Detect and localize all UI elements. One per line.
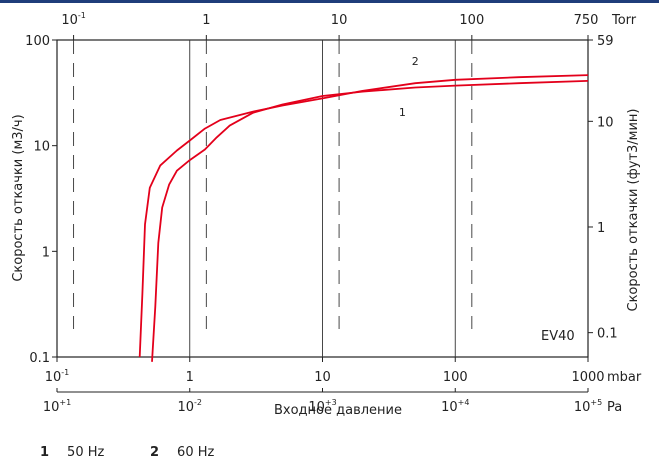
right-tick-label: 0.1 xyxy=(597,327,618,342)
mbar-tick-label: 10 xyxy=(314,370,331,385)
mbar-tick-label: 1 xyxy=(186,370,194,385)
right-tick-label: 59 xyxy=(597,34,614,49)
pa-tick-label: 10+3 xyxy=(308,398,336,415)
curves: 12 xyxy=(138,55,589,362)
axes: 10-1 1 10 100 750 Torr 10-1 1 10 100 1000 mbar 10+1 1… xyxy=(25,11,642,415)
series-line-1 xyxy=(151,80,589,362)
series-line-2 xyxy=(138,74,589,358)
pa-tick-label: 10+4 xyxy=(441,398,469,415)
pa-axis-unit: Pa xyxy=(607,400,622,415)
top-axis-unit: Torr xyxy=(611,13,637,28)
top-accent-bar xyxy=(0,0,659,3)
series-label-2: 2 xyxy=(412,55,419,68)
left-tick-label: 100 xyxy=(25,34,50,49)
pa-tick-label: 10+1 xyxy=(43,398,71,415)
top-tick-label: 750 xyxy=(574,13,599,28)
right-tick-label: 10 xyxy=(597,115,614,130)
mbar-tick-label: 100 xyxy=(443,370,468,385)
top-tick-label: 10-1 xyxy=(61,11,86,28)
mbar-axis-unit: mbar xyxy=(607,370,642,385)
y-axis-title-left: Скорость откачки (м3/ч) xyxy=(11,114,26,281)
pa-tick-label: 10+5 xyxy=(574,398,602,415)
left-tick-label: 1 xyxy=(42,245,50,260)
legend-item-1: 1 50 Hz xyxy=(40,445,104,460)
legend-number: 2 xyxy=(150,445,160,460)
top-tick-label: 100 xyxy=(459,13,484,28)
legend-item-2: 2 60 Hz xyxy=(150,445,214,460)
legend-text: 50 Hz xyxy=(67,445,105,460)
pa-tick-label: 10-2 xyxy=(177,398,202,415)
legend-text: 60 Hz xyxy=(177,445,215,460)
series-label-1: 1 xyxy=(399,106,406,119)
top-tick-label: 10 xyxy=(331,13,348,28)
mbar-tick-label: 10-1 xyxy=(45,368,70,385)
grid xyxy=(73,40,473,357)
y-axis-title-right: Скорость откачки (фут3/мин) xyxy=(626,109,641,312)
mbar-tick-label: 1000 xyxy=(571,370,604,385)
x-axis-title: Входное давление xyxy=(274,403,402,418)
top-tick-label: 1 xyxy=(202,13,210,28)
left-tick-label: 0.1 xyxy=(29,351,50,366)
left-tick-label: 10 xyxy=(33,140,50,155)
legend-number: 1 xyxy=(40,445,50,460)
model-label: EV40 xyxy=(541,329,575,344)
right-tick-label: 1 xyxy=(597,221,605,236)
